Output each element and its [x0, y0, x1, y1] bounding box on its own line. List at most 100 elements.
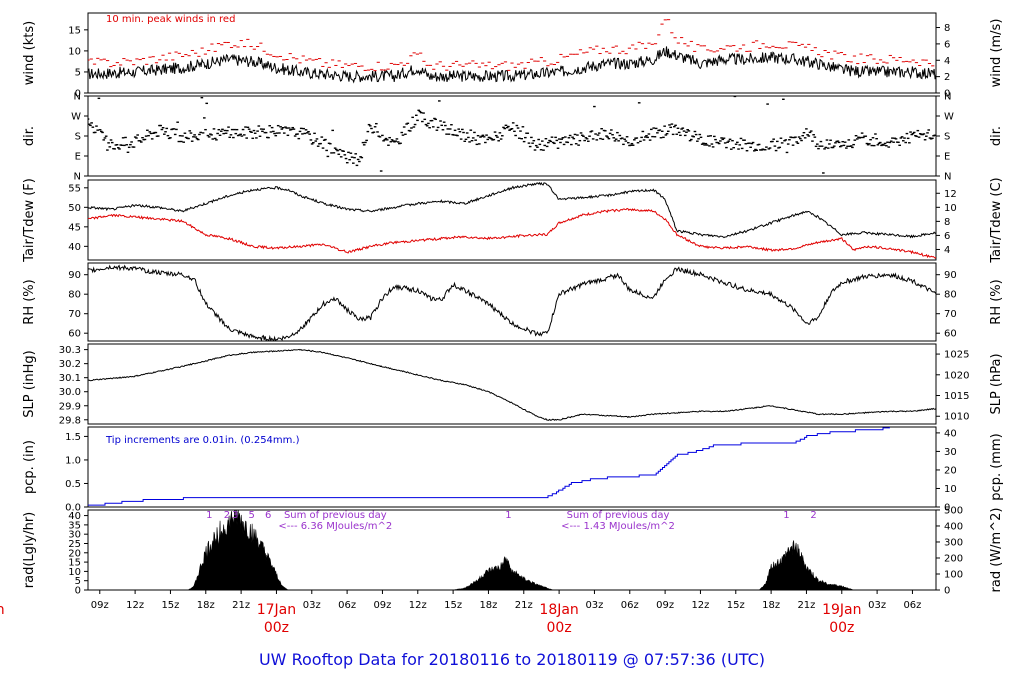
wind-ylabel-right: wind (m/s) [989, 19, 1004, 88]
x-tick-label: 09z [656, 600, 674, 611]
temp-ytick-label: 45 [68, 222, 81, 233]
rh-ylabel-right: RH (%) [989, 279, 1004, 324]
dir-ytick-label: N [74, 92, 81, 103]
slp-frame [87, 343, 937, 425]
rh-series-0 [88, 264, 936, 341]
chart-title: UW Rooftop Data for 20180116 to 20180119… [259, 650, 765, 669]
rad-rtick-label: 0 [944, 586, 950, 597]
panel-slp: 29.8 29.9 30.0 30.1 30.2 30.3 1010 1015 1020 1025… [22, 343, 1004, 426]
slp-ytick-label: 29.9 [59, 401, 81, 412]
panel-pcp: 0.0 0.5 1.0 1.5 0 10 20 30 40 pcp. (in) pcp. (mm) T… [22, 426, 1004, 514]
rad-rtick-label: 500 [944, 505, 963, 516]
rad-rtick-label: 100 [944, 569, 963, 580]
wind-rtick-label: 0 [944, 89, 950, 100]
x-tick-label: 03z [303, 600, 321, 611]
slp-ytick-label: 30.1 [59, 373, 81, 384]
x-tick-label: 03z [868, 600, 886, 611]
rh-rtick-label: 90 [944, 270, 957, 281]
rad-rtick-label: 300 [944, 537, 963, 548]
temp-plot-area [88, 181, 936, 259]
dir-plot-area [88, 96, 936, 174]
rad-marker: 5 [249, 510, 255, 521]
temp-rtick-label: 4 [944, 245, 950, 256]
x-tick-label: 12z [409, 600, 427, 611]
x-tick-label: 06z [903, 600, 921, 611]
temp-rtick-label: 6 [944, 231, 950, 242]
pcp-ytick-label: 1.0 [65, 455, 81, 466]
slp-rtick-label: 1010 [944, 412, 969, 423]
pcp-ytick-label: 0.0 [65, 503, 81, 514]
slp-rtick-label: 1025 [944, 350, 969, 361]
rad-rtick-label: 400 [944, 521, 963, 532]
slp-ytick-label: 30.0 [59, 387, 81, 398]
rad-marker: 6 [265, 510, 271, 521]
rh-ylabel: RH (%) [22, 279, 37, 324]
panel-wind: 0 5 10 15 0 2 4 6 8 wind (kts) wind (m/s) 10 min. p… [22, 12, 1004, 100]
day-label: Jan [0, 602, 5, 618]
rad-ytick-label: 20 [68, 548, 81, 559]
rad-rtick-label: 200 [944, 553, 963, 564]
dir-ytick-label: E [75, 152, 81, 163]
x-tick-label: 06z [621, 600, 639, 611]
rad-area [88, 510, 936, 590]
dir-ylabel-right: dir. [989, 126, 1004, 146]
temp-ytick-label: 50 [68, 203, 81, 214]
day-label: 19Jan [822, 602, 861, 618]
rh-rtick-label: 80 [944, 290, 957, 301]
pcp-ytick-label: 1.5 [65, 432, 81, 443]
slp-rtick-label: 1015 [944, 391, 969, 402]
temp-rtick-label: 8 [944, 217, 950, 228]
slp-ylabel-right: SLP (hPa) [989, 353, 1004, 414]
dir-rtick-label: W [944, 112, 954, 123]
slp-ylabel: SLP (inHg) [22, 350, 37, 418]
rad-ylabel-right: rad (W/m^2) [989, 508, 1004, 593]
rh-ytick-label: 90 [68, 270, 81, 281]
pcp-plot-area [88, 427, 890, 506]
x-tick-label: 15z [727, 600, 745, 611]
dir-ytick-label: N [74, 172, 81, 183]
day-label-time: 00z [547, 620, 572, 636]
wind-ytick-label: 15 [68, 25, 81, 36]
rad-marker: 1 [505, 510, 511, 521]
time-axis: 09z 12z 15z 18z 21z 03z 06z 09z 12z 15z 18z 21z 03z 0… [0, 590, 921, 636]
x-tick-label: 18z [762, 600, 780, 611]
rh-frame [87, 262, 937, 342]
day-label: 18Jan [539, 602, 578, 618]
x-tick-label: 21z [232, 600, 250, 611]
slp-plot-area [88, 348, 936, 421]
rh-ytick-label: 80 [68, 290, 81, 301]
rad-marker: 2 [224, 510, 230, 521]
slp-ytick-label: 30.2 [59, 359, 81, 370]
slp-ytick-label: 30.3 [59, 345, 81, 356]
rad-ytick-label: 10 [68, 567, 81, 578]
rad-sum-label: Sum of previous day [284, 510, 387, 521]
dir-rtick-label: E [944, 152, 950, 163]
rad-marker: 2 [810, 510, 816, 521]
dir-rtick-label: N [944, 172, 951, 183]
pcp-rtick-label: 30 [944, 447, 957, 458]
wind-ylabel: wind (kts) [22, 21, 37, 85]
x-tick-label: 15z [444, 600, 462, 611]
temp-ytick-label: 40 [68, 242, 81, 253]
wind-peak-marks [88, 19, 935, 72]
rh-ytick-label: 70 [68, 309, 81, 320]
wind-ytick-label: 0 [75, 89, 81, 100]
panel-rh: 60 70 80 90 60 70 80 90 RH (%) RH (%) [22, 262, 1004, 342]
rad-ytick-label: 30 [68, 530, 81, 541]
dir-ytick-label: S [75, 132, 81, 143]
rad-ytick-label: 15 [68, 558, 81, 569]
slp-rtick-label: 1020 [944, 370, 969, 381]
rad-ytick-label: 40 [68, 511, 81, 522]
rad-plot-area [88, 510, 936, 590]
x-tick-label: 21z [515, 600, 533, 611]
pcp-rtick-label: 40 [944, 428, 957, 439]
wind-rtick-label: 6 [944, 39, 950, 50]
rh-plot-area [88, 264, 936, 341]
rad-ytick-label: 0 [75, 586, 81, 597]
day-label-time: 00z [264, 620, 289, 636]
rad-ytick-label: 5 [75, 576, 81, 587]
dir-points [88, 96, 936, 174]
x-tick-label: 03z [585, 600, 603, 611]
dir-rtick-label: S [944, 132, 950, 143]
